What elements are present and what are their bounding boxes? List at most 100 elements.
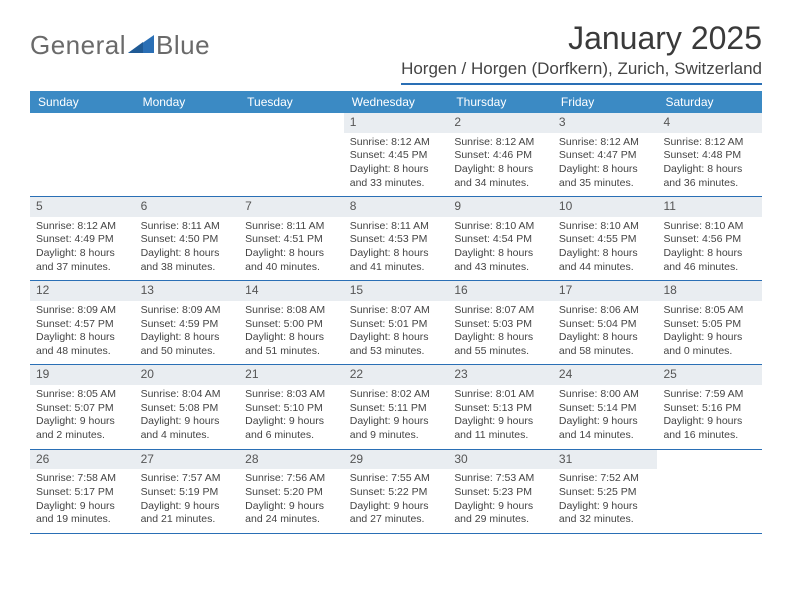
daylight-text-2: and 24 minutes. (245, 513, 338, 527)
daylight-text-1: Daylight: 9 hours (245, 415, 338, 429)
calendar-grid: SundayMondayTuesdayWednesdayThursdayFrid… (30, 91, 762, 534)
daylight-text-1: Daylight: 8 hours (245, 331, 338, 345)
day-cell: 6Sunrise: 8:11 AMSunset: 4:50 PMDaylight… (135, 197, 240, 280)
day-number: 5 (30, 197, 135, 217)
daylight-text-1: Daylight: 9 hours (141, 500, 234, 514)
weekday-header: Monday (135, 91, 240, 113)
sunrise-text: Sunrise: 8:07 AM (454, 304, 547, 318)
daylight-text-1: Daylight: 8 hours (36, 331, 129, 345)
weekday-header: Thursday (448, 91, 553, 113)
sunset-text: Sunset: 4:50 PM (141, 233, 234, 247)
daylight-text-1: Daylight: 8 hours (559, 247, 652, 261)
month-title: January 2025 (401, 20, 762, 57)
sunrise-text: Sunrise: 7:58 AM (36, 472, 129, 486)
sunset-text: Sunset: 5:22 PM (350, 486, 443, 500)
day-cell: 3Sunrise: 8:12 AMSunset: 4:47 PMDaylight… (553, 113, 658, 196)
daylight-text-2: and 34 minutes. (454, 177, 547, 191)
day-cell: 22Sunrise: 8:02 AMSunset: 5:11 PMDayligh… (344, 365, 449, 448)
weekday-header: Friday (553, 91, 658, 113)
sunrise-text: Sunrise: 8:07 AM (350, 304, 443, 318)
sunset-text: Sunset: 5:19 PM (141, 486, 234, 500)
sunset-text: Sunset: 5:03 PM (454, 318, 547, 332)
day-cell: 25Sunrise: 7:59 AMSunset: 5:16 PMDayligh… (657, 365, 762, 448)
daylight-text-2: and 38 minutes. (141, 261, 234, 275)
daylight-text-2: and 4 minutes. (141, 429, 234, 443)
day-cell: 16Sunrise: 8:07 AMSunset: 5:03 PMDayligh… (448, 281, 553, 364)
daylight-text-2: and 46 minutes. (663, 261, 756, 275)
daylight-text-1: Daylight: 8 hours (141, 331, 234, 345)
day-number: 14 (239, 281, 344, 301)
daylight-text-2: and 40 minutes. (245, 261, 338, 275)
logo: General Blue (30, 20, 210, 61)
sunrise-text: Sunrise: 8:11 AM (245, 220, 338, 234)
logo-triangle-icon (128, 33, 154, 58)
day-number: 6 (135, 197, 240, 217)
week-row: 5Sunrise: 8:12 AMSunset: 4:49 PMDaylight… (30, 197, 762, 281)
sunrise-text: Sunrise: 8:03 AM (245, 388, 338, 402)
day-cell: 12Sunrise: 8:09 AMSunset: 4:57 PMDayligh… (30, 281, 135, 364)
daylight-text-1: Daylight: 8 hours (663, 163, 756, 177)
logo-text-part2: Blue (156, 30, 210, 61)
daylight-text-1: Daylight: 9 hours (559, 415, 652, 429)
day-cell: 13Sunrise: 8:09 AMSunset: 4:59 PMDayligh… (135, 281, 240, 364)
daylight-text-2: and 33 minutes. (350, 177, 443, 191)
sunrise-text: Sunrise: 8:00 AM (559, 388, 652, 402)
sunrise-text: Sunrise: 8:05 AM (663, 304, 756, 318)
title-block: January 2025 Horgen / Horgen (Dorfkern),… (401, 20, 762, 85)
day-number: 16 (448, 281, 553, 301)
day-number: 17 (553, 281, 658, 301)
sunset-text: Sunset: 5:11 PM (350, 402, 443, 416)
daylight-text-1: Daylight: 8 hours (141, 247, 234, 261)
day-number: 26 (30, 450, 135, 470)
day-cell: 31Sunrise: 7:52 AMSunset: 5:25 PMDayligh… (553, 450, 658, 533)
sunrise-text: Sunrise: 7:55 AM (350, 472, 443, 486)
weeks-container: 1Sunrise: 8:12 AMSunset: 4:45 PMDaylight… (30, 113, 762, 534)
week-row: 1Sunrise: 8:12 AMSunset: 4:45 PMDaylight… (30, 113, 762, 197)
daylight-text-2: and 27 minutes. (350, 513, 443, 527)
day-cell: 20Sunrise: 8:04 AMSunset: 5:08 PMDayligh… (135, 365, 240, 448)
daylight-text-2: and 35 minutes. (559, 177, 652, 191)
sunrise-text: Sunrise: 8:01 AM (454, 388, 547, 402)
day-cell: 15Sunrise: 8:07 AMSunset: 5:01 PMDayligh… (344, 281, 449, 364)
daylight-text-1: Daylight: 9 hours (141, 415, 234, 429)
daylight-text-2: and 58 minutes. (559, 345, 652, 359)
day-cell: 29Sunrise: 7:55 AMSunset: 5:22 PMDayligh… (344, 450, 449, 533)
day-number: 19 (30, 365, 135, 385)
day-cell: 8Sunrise: 8:11 AMSunset: 4:53 PMDaylight… (344, 197, 449, 280)
sunrise-text: Sunrise: 8:09 AM (141, 304, 234, 318)
sunset-text: Sunset: 5:07 PM (36, 402, 129, 416)
daylight-text-2: and 50 minutes. (141, 345, 234, 359)
day-cell: 10Sunrise: 8:10 AMSunset: 4:55 PMDayligh… (553, 197, 658, 280)
daylight-text-1: Daylight: 8 hours (350, 247, 443, 261)
daylight-text-2: and 51 minutes. (245, 345, 338, 359)
sunset-text: Sunset: 4:47 PM (559, 149, 652, 163)
day-number: 2 (448, 113, 553, 133)
sunrise-text: Sunrise: 7:59 AM (663, 388, 756, 402)
daylight-text-2: and 2 minutes. (36, 429, 129, 443)
sunrise-text: Sunrise: 8:10 AM (559, 220, 652, 234)
weekday-header: Saturday (657, 91, 762, 113)
day-number: 27 (135, 450, 240, 470)
day-cell (657, 450, 762, 533)
sunset-text: Sunset: 4:51 PM (245, 233, 338, 247)
daylight-text-1: Daylight: 8 hours (663, 247, 756, 261)
daylight-text-2: and 55 minutes. (454, 345, 547, 359)
daylight-text-2: and 48 minutes. (36, 345, 129, 359)
sunset-text: Sunset: 5:08 PM (141, 402, 234, 416)
sunset-text: Sunset: 4:53 PM (350, 233, 443, 247)
daylight-text-1: Daylight: 8 hours (559, 163, 652, 177)
daylight-text-1: Daylight: 8 hours (454, 247, 547, 261)
sunset-text: Sunset: 5:23 PM (454, 486, 547, 500)
sunset-text: Sunset: 5:04 PM (559, 318, 652, 332)
daylight-text-2: and 37 minutes. (36, 261, 129, 275)
daylight-text-1: Daylight: 8 hours (245, 247, 338, 261)
day-cell: 27Sunrise: 7:57 AMSunset: 5:19 PMDayligh… (135, 450, 240, 533)
daylight-text-2: and 19 minutes. (36, 513, 129, 527)
day-cell: 23Sunrise: 8:01 AMSunset: 5:13 PMDayligh… (448, 365, 553, 448)
sunrise-text: Sunrise: 8:05 AM (36, 388, 129, 402)
day-cell: 14Sunrise: 8:08 AMSunset: 5:00 PMDayligh… (239, 281, 344, 364)
sunset-text: Sunset: 4:48 PM (663, 149, 756, 163)
daylight-text-1: Daylight: 8 hours (454, 163, 547, 177)
daylight-text-1: Daylight: 9 hours (559, 500, 652, 514)
weekday-header: Tuesday (239, 91, 344, 113)
